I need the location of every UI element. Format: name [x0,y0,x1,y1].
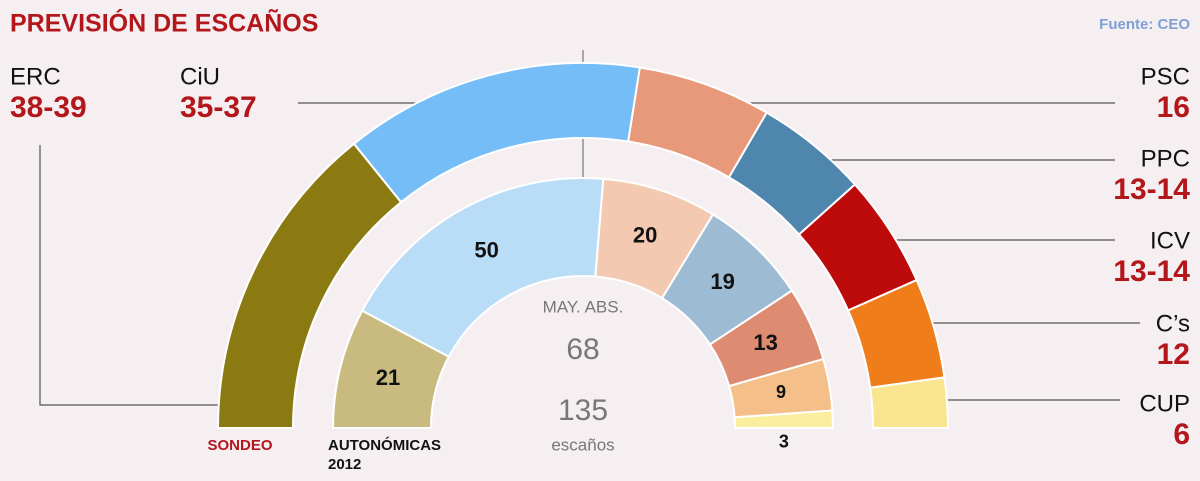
data-label: 19 [710,269,734,294]
party-name: PPC [1141,145,1190,172]
seat-arc [360,177,605,358]
series-label: AUTONÓMICAS [328,436,441,454]
data-label: 9 [776,382,786,402]
center-label: MAY. ABS. [543,297,624,316]
party-range: 38-39 [10,91,87,124]
data-label: 21 [376,365,400,390]
party-name: CiU [180,63,220,90]
party-name: ERC [10,63,61,90]
party-name: ICV [1150,227,1190,254]
source: Fuente: CEO [1099,16,1190,33]
seat-arc [869,376,950,429]
series-label: SONDEO [207,437,272,454]
data-label: 13 [753,330,777,355]
party-name: PSC [1141,63,1190,90]
party-range: 13-14 [1113,173,1190,206]
series-label: 2012 [328,456,361,473]
party-range: 12 [1157,338,1190,371]
leader-line [39,145,228,406]
seat-arc [733,409,835,429]
total-label: escaños [551,435,614,454]
chart-title: PREVISIÓN DE ESCAÑOS [10,8,318,38]
data-label: 50 [474,237,498,262]
party-range: 16 [1157,91,1190,124]
data-label: 20 [633,223,657,248]
party-range: 6 [1173,418,1190,451]
party-range: 35-37 [180,91,257,124]
party-name: CUP [1139,390,1190,417]
total: 135 [558,394,608,427]
data-label: 3 [779,432,789,452]
majority: 68 [566,333,599,366]
party-range: 13-14 [1113,255,1190,288]
party-name: C’s [1156,310,1190,337]
